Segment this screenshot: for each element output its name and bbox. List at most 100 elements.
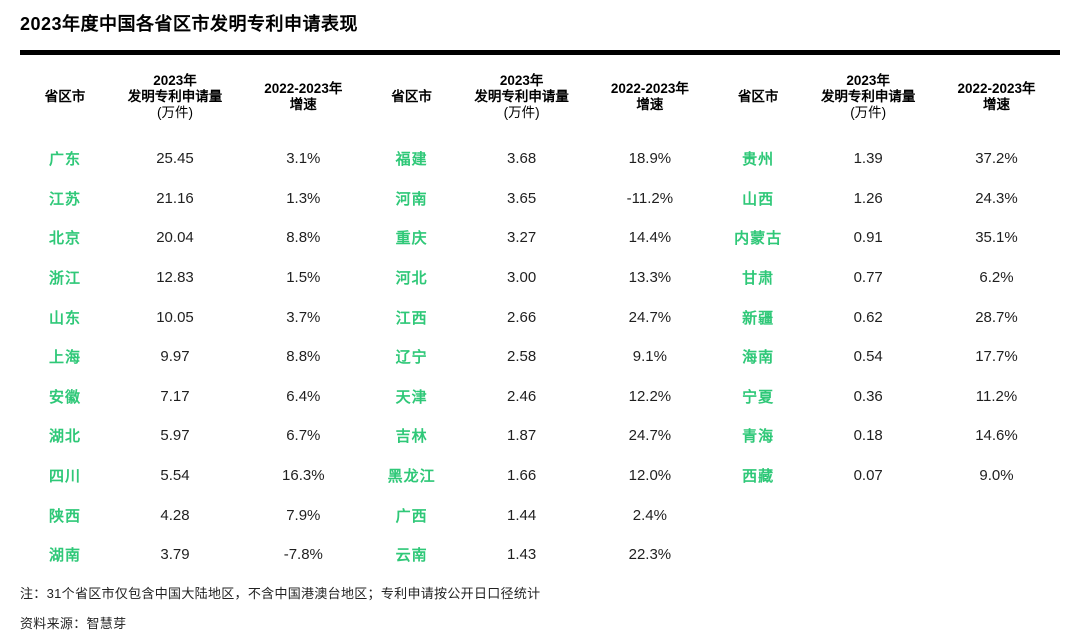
table-row: 海南 0.54 17.7% [713,337,1060,377]
province-name: 辽宁 [395,349,428,367]
growth-value: 2.4% [632,506,667,524]
province-name: 青海 [742,428,775,446]
table-rows-group-1: 广东 25.45 3.1% 江苏 21.16 1.3% 北京 20.04 8.8% 浙江 12.83… [20,139,367,575]
table-row: 天津 2.46 12.2% [367,377,714,417]
table-row: 山东 10.05 3.7% [20,297,367,337]
amount-value: 0.36 [853,387,883,405]
province-name: 陕西 [48,507,81,525]
amount-value: 3.27 [506,229,537,247]
growth-value: 14.4% [628,229,672,247]
page-title: 2023年度中国各省区市发明专利申请表现 [20,14,359,34]
amount-value: 1.26 [853,189,883,207]
amount-value: 0.77 [853,269,883,287]
table-row: 甘肃 0.77 6.2% [713,258,1060,298]
table-row: 四川 5.54 16.3% [20,456,367,496]
province-name: 海南 [742,349,775,367]
footnotes: 注：31个省区市仅包含中国大陆地区，不含中国港澳台地区；专利申请按公开日口径统计… [20,585,1060,632]
province-name: 江苏 [48,190,81,208]
growth-value: 12.2% [628,387,672,405]
growth-value: -7.8% [283,546,323,564]
column-header-growth: 2022-2023年 增速 [957,81,1036,112]
table-row: 重庆 3.27 14.4% [367,218,714,258]
amount-value: 1.87 [506,427,537,445]
growth-value: 9.1% [632,348,667,366]
province-name: 江西 [395,309,428,327]
column-header-growth: 2022-2023年 增速 [610,81,689,112]
patent-table: 省区市 2023年 发明专利申请量 (万件) 2022-2023年 增速 广东 25.4… [20,55,1060,575]
amount-value: 25.45 [156,150,194,168]
province-name: 天津 [395,388,428,406]
table-group-1: 省区市 2023年 发明专利申请量 (万件) 2022-2023年 增速 广东 25.4… [20,55,367,575]
table-row: 江西 2.66 24.7% [367,297,714,337]
amount-value: 2.46 [506,387,537,405]
growth-value: 28.7% [975,308,1018,326]
table-row: 浙江 12.83 1.5% [20,258,367,298]
growth-value: 7.9% [286,506,321,524]
table-row: 山西 1.26 24.3% [713,179,1060,219]
growth-value: 6.4% [286,387,321,405]
province-name: 山西 [742,190,775,208]
growth-value: 17.7% [975,348,1018,366]
amount-value: 5.54 [160,467,190,485]
column-header-province: 省区市 [737,89,779,104]
province-name: 吉林 [395,428,428,446]
province-name: 湖南 [48,547,81,565]
table-group-3: 省区市 2023年 发明专利申请量 (万件) 2022-2023年 增速 贵州 1.39… [713,55,1060,575]
province-name: 云南 [395,547,428,565]
column-header-amount: 2023年 发明专利申请量 (万件) [127,73,223,120]
column-header-province: 省区市 [44,89,86,104]
growth-value: -11.2% [626,189,674,207]
column-header-province: 省区市 [391,89,432,104]
province-name: 西藏 [742,468,775,486]
amount-value: 3.68 [506,150,537,168]
province-name: 宁夏 [742,388,775,406]
table-row: 江苏 21.16 1.3% [20,179,367,219]
province-name: 上海 [48,349,81,367]
table-row: 吉林 1.87 24.7% [367,416,714,456]
table-row: 贵州 1.39 37.2% [713,139,1060,179]
table-header-row: 省区市 2023年 发明专利申请量 (万件) 2022-2023年 增速 [20,55,367,139]
column-header-amount: 2023年 发明专利申请量 (万件) [474,73,569,120]
province-name: 山东 [48,309,81,327]
table-header-row: 省区市 2023年 发明专利申请量 (万件) 2022-2023年 增速 [367,55,714,139]
growth-value: 22.3% [628,546,672,564]
growth-value: 1.3% [286,189,321,207]
amount-value: 0.18 [853,427,883,445]
table-row: 内蒙古 0.91 35.1% [713,218,1060,258]
amount-value: 0.91 [853,229,883,247]
province-name: 重庆 [395,230,428,248]
growth-value: 37.2% [975,150,1018,168]
growth-value: 9.0% [979,467,1014,485]
province-name: 贵州 [742,151,775,169]
province-name: 黑龙江 [387,468,436,486]
amount-value: 0.54 [853,348,883,366]
table-row: 陕西 4.28 7.9% [20,495,367,535]
amount-value: 4.28 [160,506,190,524]
province-name: 新疆 [742,309,775,327]
amount-value: 0.07 [853,467,883,485]
amount-value: 10.05 [156,308,194,326]
table-group-2: 省区市 2023年 发明专利申请量 (万件) 2022-2023年 增速 福建 3.68… [367,55,714,575]
province-name: 福建 [395,151,428,169]
province-name: 河南 [395,190,428,208]
amount-value: 0.62 [853,308,883,326]
table-row: 新疆 0.62 28.7% [713,297,1060,337]
source-note: 资料来源：智慧芽 [20,615,127,631]
growth-value: 6.2% [979,269,1014,287]
province-name: 四川 [48,468,81,486]
amount-value: 1.66 [506,467,537,485]
table-row: 辽宁 2.58 9.1% [367,337,714,377]
table-header-row: 省区市 2023年 发明专利申请量 (万件) 2022-2023年 增速 [713,55,1060,139]
province-name: 安徽 [48,388,81,406]
growth-value: 8.8% [286,348,321,366]
table-rows-group-2: 福建 3.68 18.9% 河南 3.65 -11.2% 重庆 3.27 14.4% 河北 3.00… [367,139,714,575]
province-name: 甘肃 [742,270,775,288]
province-name: 广东 [48,151,81,169]
table-row: 湖南 3.79 -7.8% [20,535,367,575]
growth-value: 14.6% [975,427,1018,445]
title-divider [20,50,1060,55]
growth-value: 3.1% [286,150,321,168]
table-row: 湖北 5.97 6.7% [20,416,367,456]
growth-value: 13.3% [628,269,672,287]
table-row: 北京 20.04 8.8% [20,218,367,258]
